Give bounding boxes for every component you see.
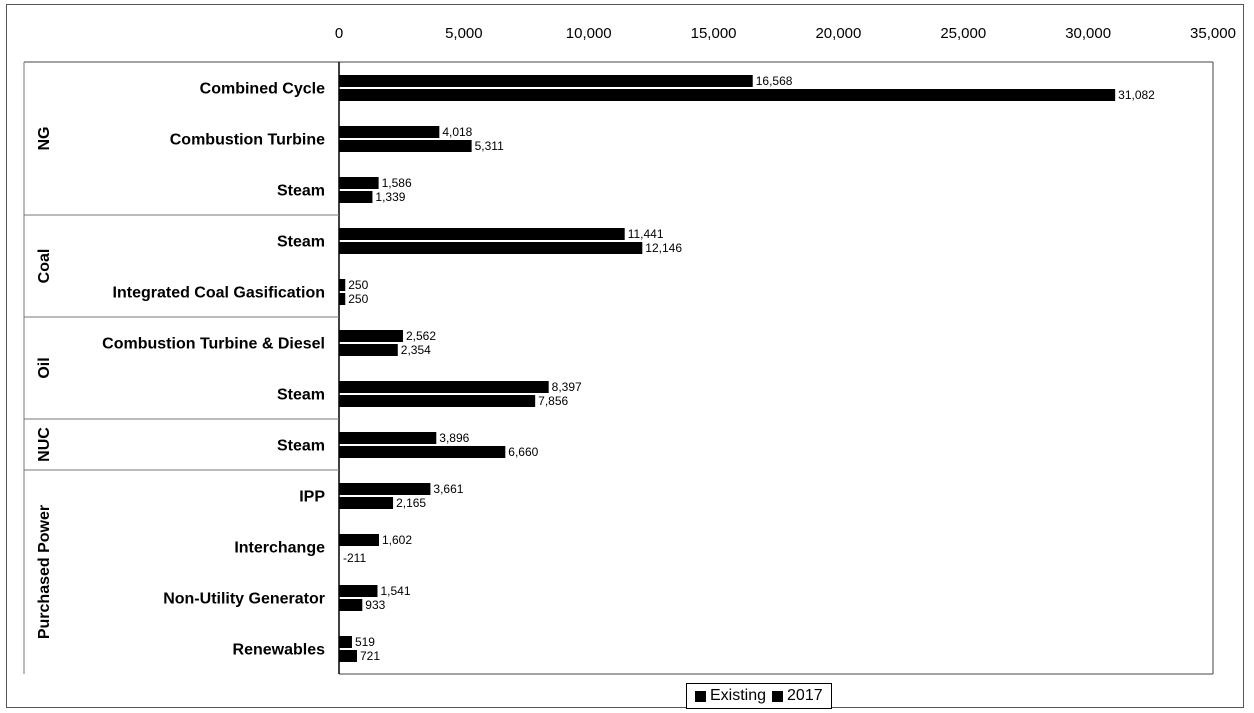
legend-item-existing: Existing (695, 687, 766, 705)
group-label-ng: NG (36, 127, 53, 151)
bar-2017-steam (339, 191, 373, 203)
category-label-integrated-coal-gasification: Integrated Coal Gasification (113, 285, 325, 302)
bar-2017-combustion-turbine-diesel (339, 344, 398, 356)
legend-swatch-existing (695, 690, 706, 702)
category-label-steam: Steam (277, 234, 325, 251)
x-tick-label: 5,000 (445, 25, 483, 42)
data-label-existing-steam: 3,896 (439, 431, 469, 445)
data-label-existing-combustion-turbine-diesel: 2,562 (406, 329, 436, 343)
x-tick-label: 15,000 (691, 25, 737, 42)
category-label-interchange: Interchange (234, 540, 325, 557)
data-label-2017-steam: 1,339 (375, 190, 405, 204)
category-label-steam: Steam (277, 183, 325, 200)
data-label-existing-steam: 1,586 (382, 176, 412, 190)
group-label-nuc: NUC (36, 427, 53, 462)
bar-existing-steam (339, 228, 625, 240)
bar-2017-ipp (339, 497, 394, 509)
data-label-existing-combined-cycle: 16,568 (756, 74, 793, 88)
data-label-2017-renewables: 721 (360, 649, 380, 663)
category-label-steam: Steam (277, 387, 325, 404)
bar-existing-renewables (339, 636, 352, 648)
category-label-combustion-turbine: Combustion Turbine (170, 132, 325, 149)
group-labels: NG Coal Oil NUC Purchased Power (36, 127, 53, 640)
data-label-existing-ipp: 3,661 (433, 482, 463, 496)
legend-label-2017: 2017 (787, 687, 823, 704)
category-label-combined-cycle: Combined Cycle (200, 81, 325, 98)
data-label-existing-renewables: 519 (355, 635, 375, 649)
bar-2017-combustion-turbine (339, 140, 472, 152)
data-label-2017-integrated-coal-gasification: 250 (348, 292, 368, 306)
data-label-2017-steam: 6,660 (508, 445, 538, 459)
category-label-renewables: Renewables (233, 642, 326, 659)
bar-existing-steam (339, 432, 437, 444)
bar-existing-integrated-coal-gasification (339, 279, 346, 291)
x-tick-label: 35,000 (1190, 25, 1236, 42)
bar-2017-renewables (339, 650, 358, 662)
bar-existing-non-utility-generator (339, 585, 378, 597)
axes (23, 61, 1214, 675)
category-label-combustion-turbine-diesel: Combustion Turbine & Diesel (102, 336, 325, 353)
legend-item-2017: 2017 (772, 687, 823, 705)
data-label-existing-combustion-turbine: 4,018 (442, 125, 472, 139)
category-label-non-utility-generator: Non-Utility Generator (163, 591, 325, 608)
legend-label-existing: Existing (710, 687, 767, 704)
data-label-existing-steam: 8,397 (552, 380, 582, 394)
bar-2017-non-utility-generator (339, 599, 363, 611)
category-label-ipp: IPP (299, 489, 325, 506)
group-label-coal: Coal (36, 249, 53, 284)
data-label-2017-steam: 7,856 (538, 394, 568, 408)
bar-existing-ipp (339, 483, 431, 495)
bar-existing-steam (339, 177, 379, 189)
group-label-purchased-power: Purchased Power (36, 505, 53, 639)
legend: Existing 2017 (686, 683, 832, 709)
group-label-oil: Oil (36, 357, 53, 378)
bar-existing-combined-cycle (339, 75, 753, 87)
x-tick-label: 30,000 (1065, 25, 1111, 42)
x-tick-label: 20,000 (815, 25, 861, 42)
data-label-2017-ipp: 2,165 (396, 496, 426, 510)
data-label-2017-interchange: -211 (343, 551, 366, 565)
data-label-existing-steam: 11,441 (628, 227, 664, 241)
chart-frame (6, 4, 1244, 708)
data-label-2017-combustion-turbine: 5,311 (475, 139, 504, 153)
data-label-existing-interchange: 1,602 (382, 533, 412, 547)
x-tick-label: 25,000 (940, 25, 986, 42)
data-label-2017-combined-cycle: 31,082 (1118, 88, 1155, 102)
x-tick-label: 10,000 (566, 25, 612, 42)
bar-2017-steam (339, 242, 643, 254)
data-label-existing-non-utility-generator: 1,541 (380, 584, 410, 598)
bar-2017-steam (339, 446, 506, 458)
bars (339, 75, 1116, 662)
data-label-existing-integrated-coal-gasification: 250 (348, 278, 368, 292)
bar-existing-interchange (339, 534, 380, 546)
bar-2017-combined-cycle (339, 89, 1116, 101)
x-tick-label: 0 (335, 25, 343, 42)
category-label-steam: Steam (277, 438, 325, 455)
legend-swatch-2017 (772, 690, 784, 702)
bar-existing-combustion-turbine-diesel (339, 330, 403, 342)
bar-2017-integrated-coal-gasification (339, 293, 346, 305)
bar-existing-combustion-turbine (339, 126, 440, 138)
bar-2017-steam (339, 395, 536, 407)
data-label-2017-non-utility-generator: 933 (365, 598, 385, 612)
data-label-2017-steam: 12,146 (645, 241, 682, 255)
x-tick-labels: 0 5,000 10,000 15,000 20,000 25,000 30,000 35,0… (335, 25, 1236, 42)
data-label-2017-combustion-turbine-diesel: 2,354 (401, 343, 431, 357)
bar-existing-steam (339, 381, 549, 393)
category-labels: Combined Cycle Combustion Turbine Steam Ste… (102, 81, 325, 659)
